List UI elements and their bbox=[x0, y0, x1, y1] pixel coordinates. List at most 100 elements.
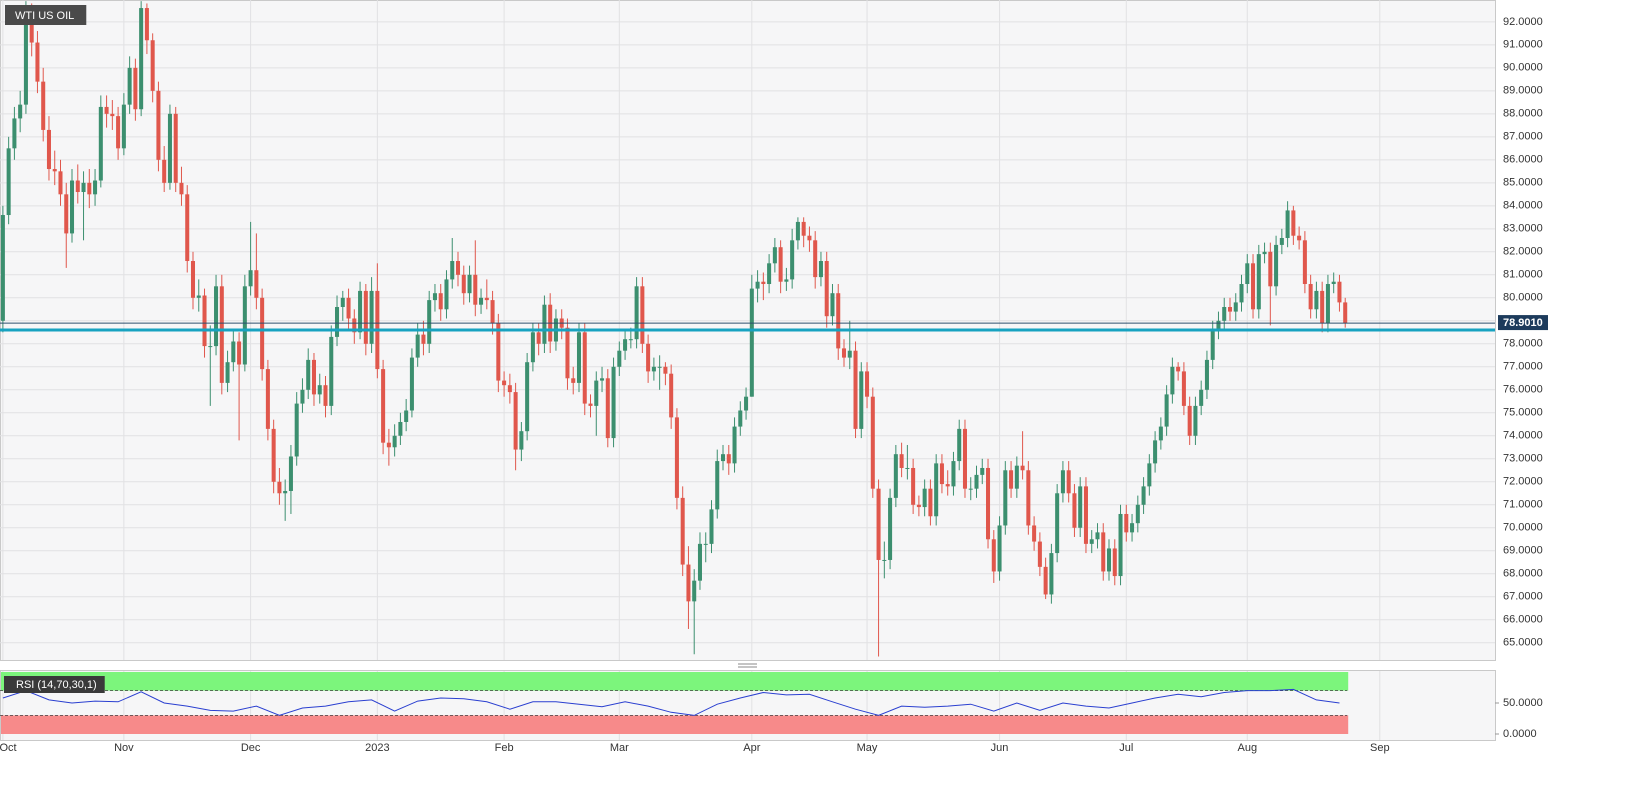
candle-body bbox=[277, 481, 282, 494]
candle-body bbox=[962, 428, 967, 489]
candle-body bbox=[571, 378, 576, 383]
candle-body bbox=[899, 454, 904, 468]
candle-body bbox=[1170, 366, 1175, 395]
candle-body bbox=[139, 8, 144, 110]
candle-body bbox=[41, 81, 46, 130]
candle-body bbox=[576, 332, 582, 383]
candle-body bbox=[697, 543, 702, 581]
y-tick-label: 78.0000 bbox=[1503, 338, 1543, 350]
candle-body bbox=[853, 350, 858, 429]
candle-body bbox=[813, 240, 818, 278]
candle-body bbox=[81, 182, 86, 193]
candle-body bbox=[214, 286, 219, 347]
candle-body bbox=[1245, 263, 1250, 285]
candle-body bbox=[744, 396, 749, 411]
candle-body bbox=[588, 403, 593, 406]
candle-body bbox=[87, 182, 92, 195]
candle-body bbox=[738, 410, 743, 427]
candle-body bbox=[1112, 548, 1117, 577]
candle-body bbox=[519, 431, 524, 450]
candle-body bbox=[1279, 238, 1284, 245]
candle-body bbox=[980, 467, 985, 475]
y-tick-label: 77.0000 bbox=[1503, 361, 1543, 373]
y-tick-label: 83.0000 bbox=[1503, 223, 1543, 235]
title-box bbox=[5, 5, 87, 25]
candle-body bbox=[237, 341, 242, 365]
candle-body bbox=[1164, 394, 1169, 427]
y-tick-label: 67.0000 bbox=[1503, 591, 1543, 603]
candle-body bbox=[409, 357, 414, 411]
candle-body bbox=[1262, 251, 1267, 255]
candle-body bbox=[830, 293, 835, 317]
candle-body bbox=[260, 297, 265, 370]
candle-body bbox=[18, 104, 23, 119]
candle-body bbox=[1060, 470, 1065, 494]
candle-body bbox=[611, 366, 616, 439]
candle-body bbox=[1302, 240, 1307, 285]
rsi-title-box bbox=[4, 676, 105, 693]
candle-body bbox=[127, 67, 132, 105]
candle-body bbox=[709, 509, 714, 544]
candle-body bbox=[1083, 486, 1088, 544]
y-tick-label: 65.0000 bbox=[1503, 637, 1543, 649]
candle-body bbox=[35, 42, 40, 82]
candle-body bbox=[755, 281, 760, 289]
candle-body bbox=[23, 8, 28, 105]
candle-body bbox=[1256, 254, 1261, 310]
candle-body bbox=[346, 297, 351, 319]
x-tick-label: Oct bbox=[0, 742, 17, 754]
candle-body bbox=[1239, 284, 1244, 303]
candle-body bbox=[6, 148, 11, 216]
candle-body bbox=[162, 159, 167, 183]
candle-body bbox=[479, 297, 484, 305]
x-tick-label: Sep bbox=[1370, 742, 1390, 754]
y-tick-label: 88.0000 bbox=[1503, 108, 1543, 120]
candle-body bbox=[404, 410, 409, 422]
candle-body bbox=[502, 380, 507, 386]
candle-body bbox=[1343, 302, 1348, 324]
candle-body bbox=[104, 106, 109, 114]
candle-body bbox=[340, 297, 345, 308]
candle-body bbox=[628, 339, 633, 341]
candle-body bbox=[167, 113, 172, 183]
candle-body bbox=[1274, 244, 1279, 287]
candle-body bbox=[525, 362, 530, 432]
candle-body bbox=[772, 247, 777, 264]
candle-body bbox=[1153, 440, 1158, 464]
candle-body bbox=[335, 307, 340, 337]
candle-body bbox=[818, 261, 823, 278]
candle-body bbox=[144, 8, 149, 41]
y-tick-label: 74.0000 bbox=[1503, 430, 1543, 442]
candle-body bbox=[1222, 307, 1227, 321]
candle-body bbox=[945, 484, 950, 487]
candle-body bbox=[1037, 541, 1042, 567]
candle-body bbox=[507, 385, 512, 393]
candle-body bbox=[1009, 470, 1014, 489]
candle-body bbox=[294, 403, 299, 457]
candle-body bbox=[1233, 302, 1238, 312]
y-tick-label: 86.0000 bbox=[1503, 154, 1543, 166]
candle-body bbox=[928, 488, 933, 517]
candle-body bbox=[484, 297, 489, 301]
candle-body bbox=[565, 327, 570, 379]
candle-body bbox=[190, 261, 196, 298]
candle-body bbox=[438, 293, 443, 310]
chart-title: WTI US OIL bbox=[15, 10, 74, 22]
candle-body bbox=[1049, 553, 1054, 595]
last-price-label: 78.9010 bbox=[1503, 317, 1543, 329]
candle-body bbox=[1020, 465, 1025, 471]
candle-body bbox=[421, 334, 426, 344]
rsi-title: RSI (14,70,30,1) bbox=[16, 679, 97, 691]
candle-body bbox=[807, 235, 812, 241]
candle-body bbox=[75, 180, 80, 193]
candle-body bbox=[1101, 532, 1106, 572]
candle-body bbox=[415, 334, 420, 358]
candle-body bbox=[801, 221, 806, 236]
candle-body bbox=[225, 362, 230, 383]
candle-body bbox=[219, 286, 224, 383]
candle-body bbox=[1337, 281, 1342, 303]
rsi-band bbox=[1, 715, 1349, 734]
candle-body bbox=[600, 378, 605, 381]
candle-body bbox=[1130, 523, 1135, 533]
